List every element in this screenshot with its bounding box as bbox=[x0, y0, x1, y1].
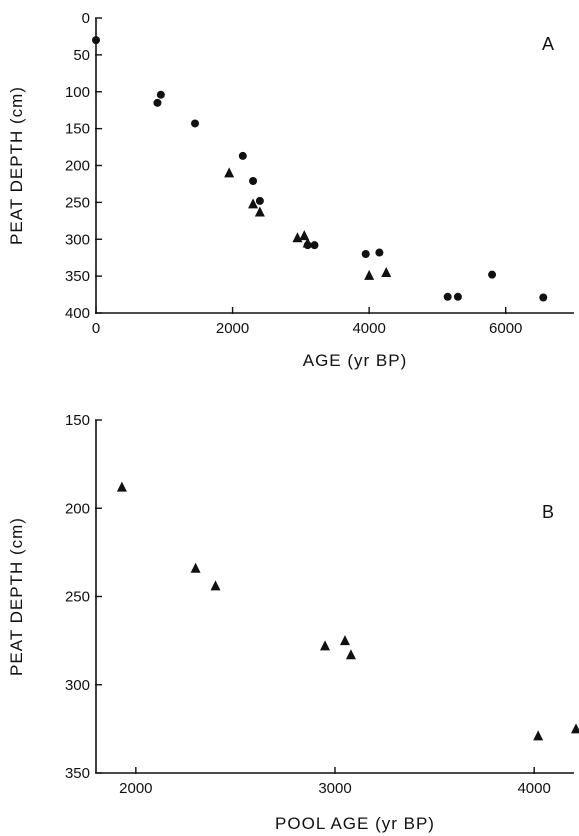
data-point-triangle bbox=[224, 167, 235, 178]
data-point-triangle bbox=[248, 198, 259, 209]
data-point-triangle bbox=[339, 635, 350, 646]
x-axis-title: POOL AGE (yr BP) bbox=[275, 814, 435, 833]
panel-b: 150 200 250 300 350 2000 3000 4000 PEAT DEPTH (c… bbox=[7, 412, 579, 833]
x-tick-label: 2000 bbox=[216, 320, 249, 337]
data-point-triangle bbox=[254, 206, 265, 217]
y-tick-label: 350 bbox=[65, 765, 90, 782]
data-point-circle bbox=[488, 270, 497, 279]
y-tick-label: 100 bbox=[65, 84, 90, 101]
x-tick-label: 2000 bbox=[119, 780, 152, 797]
data-point-circle bbox=[238, 151, 247, 160]
data-point-triangle bbox=[116, 481, 127, 492]
data-point-circle bbox=[249, 176, 258, 185]
data-point-triangle bbox=[210, 580, 221, 591]
x-axis-title: AGE (yr BP) bbox=[303, 351, 408, 370]
data-point-circle bbox=[361, 250, 370, 258]
data-point-circle bbox=[539, 293, 548, 302]
data-point-triangle bbox=[299, 230, 310, 241]
x-tick-label: 4000 bbox=[352, 320, 385, 337]
y-tick-label: 150 bbox=[65, 121, 90, 138]
data-point-circle bbox=[443, 292, 452, 301]
data-point-triangle bbox=[570, 723, 579, 734]
y-tick-label: 300 bbox=[65, 677, 90, 694]
x-tick-label: 4000 bbox=[517, 780, 550, 797]
y-tick-label: 250 bbox=[65, 194, 90, 211]
y-tick-label: 0 bbox=[82, 10, 90, 27]
x-tick-label: 0 bbox=[92, 320, 100, 337]
data-point-circle bbox=[92, 36, 100, 45]
data-point-triangle bbox=[302, 237, 313, 248]
data-point-circle bbox=[191, 119, 200, 128]
y-tick-label: 300 bbox=[65, 231, 90, 248]
panel-label: A bbox=[542, 34, 554, 54]
y-axis-title: PEAT DEPTH (cm) bbox=[7, 86, 26, 245]
panel-label: B bbox=[542, 502, 554, 522]
data-point-triangle bbox=[190, 562, 201, 573]
data-point-triangle bbox=[320, 640, 331, 651]
x-tick-label: 6000 bbox=[489, 320, 522, 337]
data-point-circle bbox=[453, 292, 462, 301]
data-point-circle bbox=[310, 241, 319, 250]
data-point-circle bbox=[375, 248, 384, 257]
data-point-triangle bbox=[533, 730, 544, 741]
x-tick-label: 3000 bbox=[318, 780, 351, 797]
y-tick-label: 350 bbox=[65, 268, 90, 285]
y-tick-label: 150 bbox=[65, 412, 90, 429]
data-point-triangle bbox=[364, 269, 375, 280]
y-axis-title: PEAT DEPTH (cm) bbox=[7, 517, 26, 676]
data-point-circle bbox=[153, 98, 162, 107]
y-tick-label: 400 bbox=[65, 305, 90, 322]
y-tick-label: 250 bbox=[65, 589, 90, 606]
data-point-triangle bbox=[381, 266, 392, 277]
data-point-circle bbox=[255, 196, 264, 205]
y-tick-label: 200 bbox=[65, 500, 90, 517]
data-point-circle bbox=[156, 90, 165, 99]
data-point-triangle bbox=[345, 649, 356, 660]
y-tick-label: 50 bbox=[73, 47, 90, 64]
y-tick-label: 200 bbox=[65, 158, 90, 175]
